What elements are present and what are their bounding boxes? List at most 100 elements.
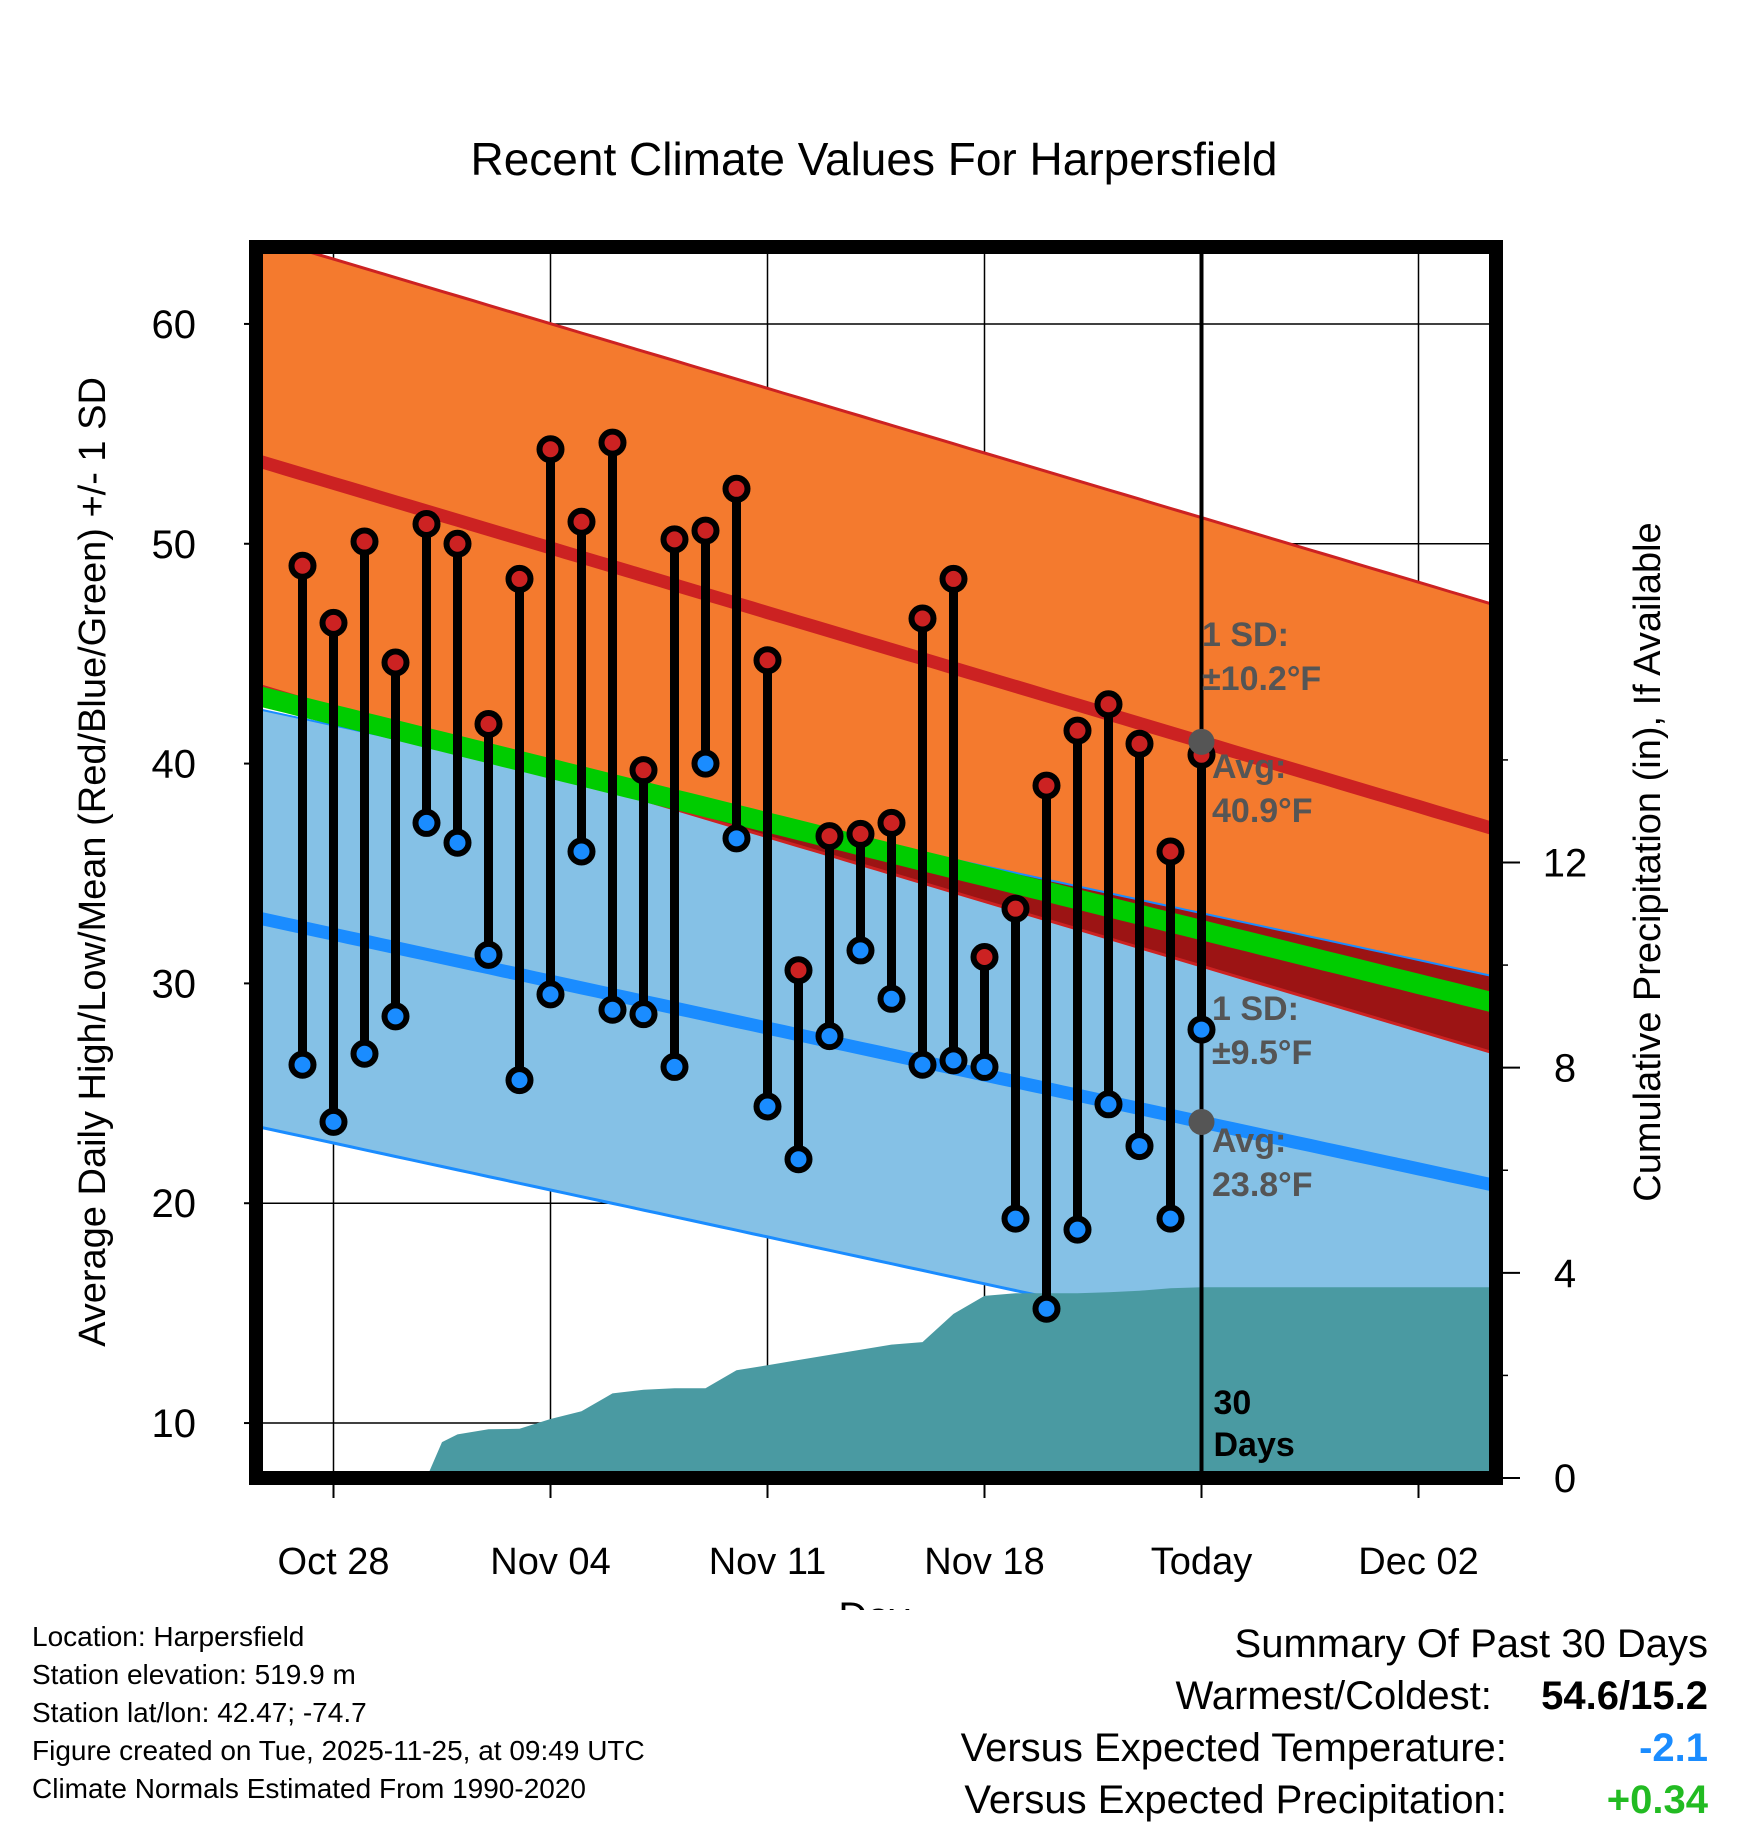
daily-low-point — [505, 1066, 534, 1095]
today-high-avg-point — [1188, 728, 1215, 755]
high-sd-value: ±10.2°F — [1202, 660, 1321, 698]
daily-high-point — [319, 608, 348, 637]
daily-low-point — [1001, 1204, 1030, 1233]
x-tick-label: Dec 02 — [1358, 1541, 1478, 1583]
precip-value: +0.34 — [1606, 1778, 1708, 1822]
daily-high-point — [660, 525, 689, 554]
chart-title: Recent Climate Values For Harpersfield — [470, 133, 1277, 185]
daily-high-point — [443, 529, 472, 558]
daily-high-point — [1125, 729, 1154, 758]
daily-low-point — [536, 980, 565, 1009]
daily-low-point — [1125, 1132, 1154, 1161]
daily-high-point — [381, 648, 410, 677]
daily-high-point — [753, 646, 782, 675]
daily-low-point — [629, 1000, 658, 1029]
daily-low-point — [691, 749, 720, 778]
x-tick-label: Nov 04 — [490, 1541, 610, 1583]
daily-low-point — [939, 1046, 968, 1075]
y-axis-label-right: Cumulative Precipitation (in), If Availa… — [1627, 522, 1669, 1201]
daily-low-point — [815, 1022, 844, 1051]
info-normals: Climate Normals Estimated From 1990-2020 — [32, 1773, 586, 1804]
y-tick-label-left: 20 — [152, 1182, 197, 1226]
normal-mean-line — [256, 685, 1496, 1013]
x-axis-label: Day — [838, 1595, 909, 1610]
normal-bands — [256, 247, 1496, 1396]
daily-low-point — [350, 1039, 379, 1068]
daily-low-point — [567, 837, 596, 866]
daily-high-point — [474, 710, 503, 739]
daily-high-point — [691, 516, 720, 545]
daily-low-point — [846, 936, 875, 965]
daily-low-point — [908, 1050, 937, 1079]
info-latlon: Station lat/lon: 42.47; -74.7 — [32, 1697, 367, 1728]
daily-low-point — [598, 995, 627, 1024]
y-tick-label-right: 12 — [1543, 842, 1588, 886]
daily-high-point — [908, 604, 937, 633]
daily-low-point — [1032, 1294, 1061, 1323]
station-info: Location: Harpersfield Station elevation… — [32, 1618, 645, 1808]
daily-high-point — [970, 943, 999, 972]
x-tick-label: Nov 18 — [924, 1541, 1044, 1583]
daily-low-point — [412, 808, 441, 837]
daily-low-point — [660, 1052, 689, 1081]
daily-high-point — [567, 507, 596, 536]
daily-low-point — [1094, 1090, 1123, 1119]
low-avg-value: 23.8°F — [1212, 1166, 1313, 1204]
daily-high-point — [598, 428, 627, 457]
today-days-label-2: Days — [1214, 1426, 1295, 1464]
daily-high-point — [815, 822, 844, 851]
daily-high-point — [1094, 690, 1123, 719]
info-location: Location: Harpersfield — [32, 1621, 305, 1652]
daily-low-point — [1156, 1204, 1185, 1233]
high-sd-upper-edge — [287, 247, 1496, 607]
daily-low-point — [722, 824, 751, 853]
daily-bars — [288, 428, 1216, 1323]
temp-value: -2.1 — [1639, 1726, 1708, 1770]
daily-high-point — [505, 564, 534, 593]
summary-warmest-coldest: Warmest/Coldest: 54.6/15.2 — [961, 1670, 1709, 1722]
daily-low-point — [877, 984, 906, 1013]
daily-high-point — [846, 819, 875, 848]
daily-high-point — [939, 564, 968, 593]
daily-low-point — [474, 940, 503, 969]
today-days-label-1: 30 — [1214, 1384, 1252, 1422]
normal-low-line — [256, 911, 1496, 1192]
y-tick-label-right: 4 — [1554, 1252, 1576, 1296]
daily-low-point — [443, 828, 472, 857]
precip-area — [287, 1287, 1496, 1478]
precip-label: Versus Expected Precipitation: — [964, 1778, 1507, 1822]
y-tick-label-left: 50 — [152, 523, 197, 567]
daily-low-point — [784, 1145, 813, 1174]
daily-low-point — [1063, 1215, 1092, 1244]
daily-low-point — [753, 1092, 782, 1121]
summary-temp: Versus Expected Temperature: -2.1 — [961, 1722, 1708, 1774]
warmest-coldest-value: 54.6/15.2 — [1541, 1674, 1708, 1718]
temp-label: Versus Expected Temperature: — [960, 1726, 1507, 1770]
cumulative-precip-area — [287, 1287, 1496, 1478]
high-avg-value: 40.9°F — [1212, 792, 1313, 830]
daily-high-point — [350, 527, 379, 556]
daily-high-point — [536, 435, 565, 464]
high-sd-label: 1 SD: — [1202, 616, 1289, 654]
y-tick-label-right: 0 — [1554, 1457, 1576, 1501]
y-tick-label-left: 10 — [152, 1402, 197, 1446]
y-tick-label-right: 8 — [1554, 1047, 1576, 1091]
today-low-avg-point — [1188, 1108, 1215, 1135]
y-axis-label-left: Average Daily High/Low/Mean (Red/Blue/Gr… — [72, 377, 114, 1347]
low-sd-value: ±9.5°F — [1212, 1034, 1312, 1072]
y-tick-label-left: 40 — [152, 743, 197, 787]
daily-high-point — [1063, 716, 1092, 745]
daily-high-point — [877, 808, 906, 837]
info-elevation: Station elevation: 519.9 m — [32, 1659, 356, 1690]
y-tick-label-left: 30 — [152, 962, 197, 1006]
daily-high-point — [412, 509, 441, 538]
daily-low-point — [970, 1052, 999, 1081]
daily-high-point — [1156, 837, 1185, 866]
low-sd-label: 1 SD: — [1212, 990, 1299, 1028]
daily-low-point — [319, 1107, 348, 1136]
summary-panel: Summary Of Past 30 Days Warmest/Coldest:… — [961, 1618, 1708, 1826]
warmest-coldest-label: Warmest/Coldest: — [1175, 1674, 1492, 1718]
info-created: Figure created on Tue, 2025-11-25, at 09… — [32, 1735, 645, 1766]
daily-high-point — [629, 756, 658, 785]
y-tick-label-left: 60 — [152, 303, 197, 347]
